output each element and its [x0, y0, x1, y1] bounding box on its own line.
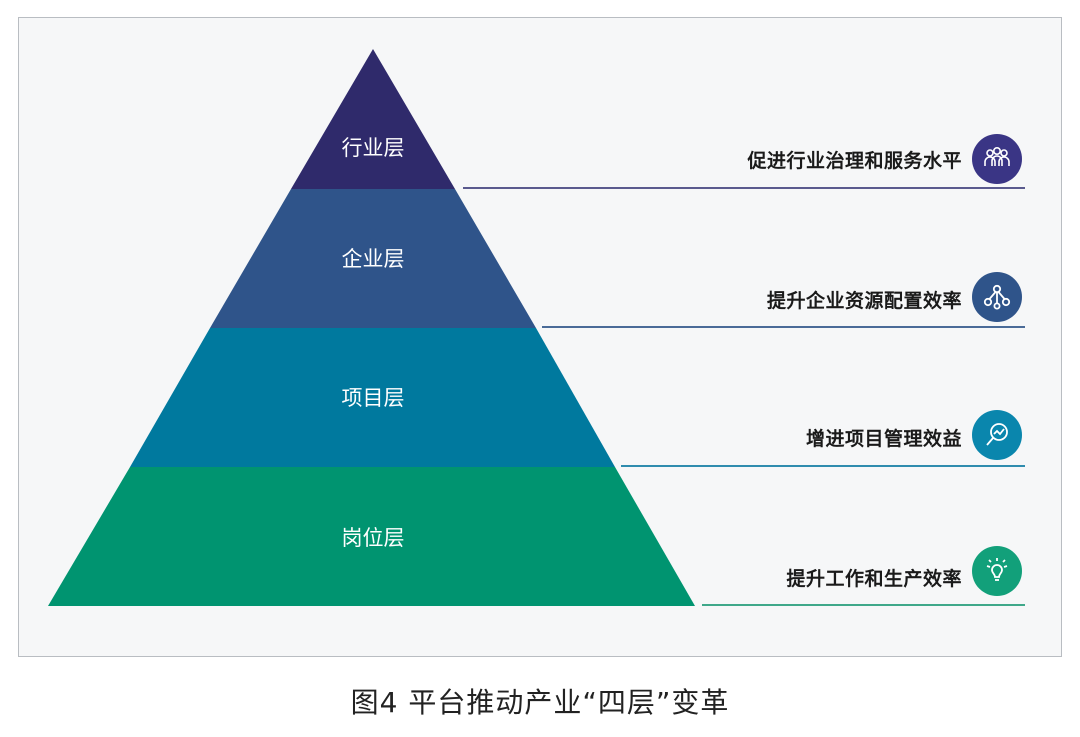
- lightbulb-icon: [972, 546, 1022, 596]
- magnifier-chart-icon: [972, 410, 1022, 460]
- benefit-project: 增进项目管理效益: [805, 428, 962, 450]
- benefit-enterprise: 提升企业资源配置效率: [766, 290, 962, 312]
- network-nodes-icon: [972, 272, 1022, 322]
- layer-enterprise: [210, 189, 536, 328]
- layer-enterprise-label: 企业层: [342, 247, 405, 271]
- divider-line: [702, 604, 1025, 606]
- divider-line: [542, 326, 1025, 328]
- layer-industry: [291, 49, 455, 189]
- layer-position-label: 岗位层: [342, 526, 405, 550]
- layer-project-label: 项目层: [342, 386, 405, 410]
- layer-position: [48, 467, 695, 606]
- people-group-icon: [972, 134, 1022, 184]
- benefit-industry: 促进行业治理和服务水平: [747, 150, 962, 172]
- divider-line: [463, 187, 1025, 189]
- divider-line: [621, 465, 1025, 467]
- layer-industry-label: 行业层: [342, 136, 405, 160]
- layer-project: [130, 328, 615, 467]
- figure-caption: 图4 平台推动产业“四层”变革: [350, 686, 730, 719]
- benefit-position: 提升工作和生产效率: [786, 568, 962, 590]
